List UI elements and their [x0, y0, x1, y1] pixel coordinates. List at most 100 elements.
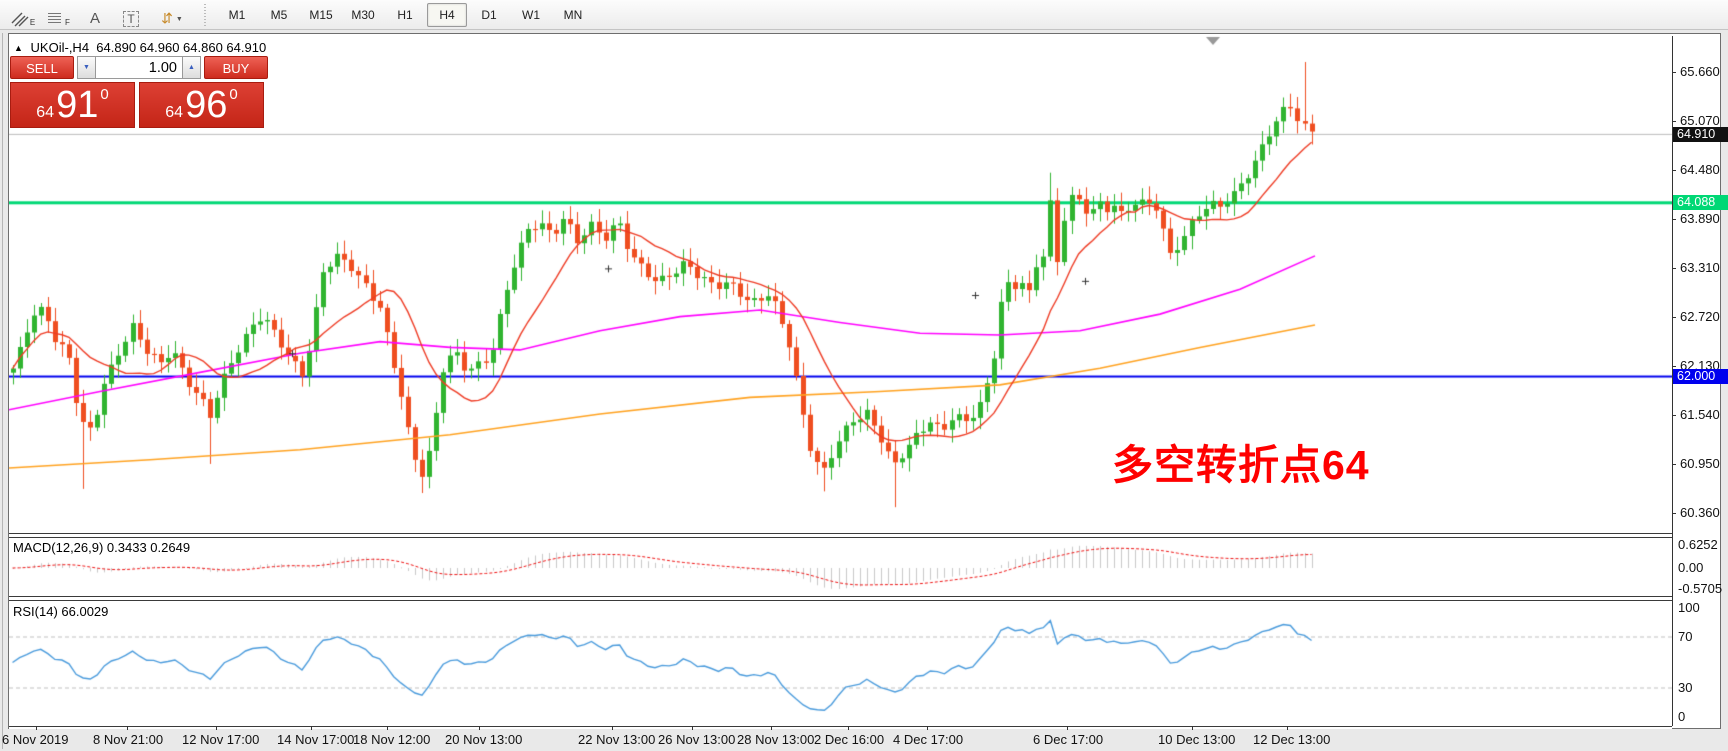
time-axis-label: 20 Nov 13:00 — [445, 732, 523, 747]
rsi-scale-label: 30 — [1678, 680, 1693, 695]
volume-increase-button[interactable]: ▲ — [182, 56, 201, 79]
text-label-glyph: T — [123, 10, 139, 27]
sell-price-big: 91 — [56, 84, 99, 126]
price-tick-mark — [1672, 463, 1676, 465]
price-tag-62.000: 62.000 — [1673, 369, 1728, 385]
timeframe-buttons: M1 M5 M15 M30 H1 H4 D1 W1 MN — [216, 2, 594, 27]
time-axis-label: 6 Nov 2019 — [2, 732, 69, 747]
time-tick-mark — [692, 726, 693, 730]
time-tick-mark — [479, 726, 480, 730]
time-tick-mark — [848, 726, 849, 730]
macd-pane-canvas[interactable] — [9, 538, 1672, 596]
macd-indicator-label: MACD(12,26,9) 0.3433 0.2649 — [13, 540, 191, 555]
time-axis-label: 22 Nov 13:00 — [578, 732, 656, 747]
draw-channel-sub: E — [29, 17, 36, 27]
price-tag-64.910: 64.910 — [1673, 126, 1728, 142]
timeframe-button-m15[interactable]: M15 — [309, 7, 333, 22]
timeframe-button-h4[interactable]: H4 — [427, 2, 467, 27]
timeframe-button-mn[interactable]: MN — [563, 7, 583, 22]
price-tick-label: 62.720 — [1680, 308, 1720, 324]
price-tick-mark — [1672, 121, 1676, 123]
price-tick-mark — [1672, 316, 1676, 318]
sell-button[interactable]: SELL — [10, 56, 74, 79]
ohlc-values: 64.890 64.960 64.860 64.910 — [96, 40, 267, 55]
time-tick-mark — [36, 726, 37, 730]
time-tick-mark — [387, 726, 388, 730]
sell-price-box[interactable]: 64 91 0 — [10, 82, 135, 128]
volume-input[interactable] — [96, 56, 182, 79]
timeframe-button-h1[interactable]: H1 — [397, 7, 413, 22]
chart-text-annotation[interactable]: 多空转折点64 — [1112, 442, 1370, 488]
timeframe-button-w1[interactable]: W1 — [522, 7, 540, 22]
time-tick-mark — [1287, 726, 1288, 730]
grid-glyph — [48, 12, 62, 23]
cycle-symbols-icon[interactable]: ⇵ ▼ — [152, 3, 192, 27]
time-axis-label: 10 Dec 13:00 — [1158, 732, 1236, 747]
toolbar: E F A T ⇵ ▼ M1 M5 M15 M30 H1 H4 D1 W1 MN — [0, 0, 1728, 30]
chevron-down-icon: ▼ — [175, 15, 183, 23]
macd-scale-label: 0.6252 — [1678, 537, 1718, 552]
timeframe-button-m1[interactable]: M1 — [228, 7, 246, 22]
timeframe-button-m30[interactable]: M30 — [351, 7, 375, 22]
one-click-trading-panel: SELL ▼ ▲ BUY 64 91 0 64 96 0 — [10, 56, 268, 128]
price-tick-label: 65.070 — [1680, 113, 1720, 129]
rsi-indicator-label: RSI(14) 66.0029 — [13, 604, 109, 619]
time-axis-label: 2 Dec 16:00 — [814, 732, 885, 747]
price-chart-canvas[interactable] — [9, 36, 1672, 533]
time-axis-label: 28 Nov 13:00 — [737, 732, 815, 747]
macd-scale-label: -0.5705 — [1678, 581, 1723, 596]
time-tick-mark — [1192, 726, 1193, 730]
time-axis-label: 4 Dec 17:00 — [893, 732, 964, 747]
insert-text-icon[interactable]: A — [80, 3, 110, 27]
price-axis-line[interactable] — [1672, 36, 1673, 726]
pane-separator-rsi[interactable] — [9, 596, 1672, 601]
price-tick-label: 62.130 — [1680, 357, 1720, 373]
price-tick-label: 63.890 — [1680, 211, 1720, 227]
time-axis-label: 26 Nov 13:00 — [658, 732, 736, 747]
price-tick-mark — [1672, 513, 1676, 514]
time-tick-mark — [927, 726, 928, 730]
timeframe-button-m5[interactable]: M5 — [270, 7, 288, 22]
buy-price-box[interactable]: 64 96 0 — [139, 82, 264, 128]
chart-title: ▲ UKOil-,H4 64.890 64.960 64.860 64.910 — [14, 40, 266, 55]
window-edge — [2, 33, 3, 749]
macd-scale-label: 0.00 — [1678, 560, 1704, 575]
symbol-period-label: UKOil-,H4 — [30, 40, 90, 55]
text-label-icon[interactable]: T — [116, 3, 146, 27]
time-axis-label: 12 Nov 17:00 — [182, 732, 260, 747]
pane-separator-macd[interactable] — [9, 533, 1672, 538]
time-axis-label: 14 Nov 17:00 — [277, 732, 355, 747]
toolbar-separator — [204, 3, 206, 26]
collapse-panel-icon[interactable]: ▲ — [14, 43, 23, 53]
time-axis-label: 8 Nov 21:00 — [93, 732, 164, 747]
price-tick-mark — [1672, 365, 1676, 367]
price-tick-mark — [1672, 170, 1676, 172]
price-tick-label: 60.950 — [1680, 455, 1720, 471]
volume-decrease-button[interactable]: ▼ — [77, 56, 96, 79]
time-tick-mark — [1067, 726, 1068, 730]
sell-price-sup: 0 — [100, 86, 109, 103]
price-tick-mark — [1672, 267, 1676, 269]
draw-channel-icon[interactable]: E — [8, 3, 38, 27]
buy-button[interactable]: BUY — [204, 56, 268, 79]
insert-text-glyph: A — [89, 9, 100, 27]
price-tick-label: 60.360 — [1680, 505, 1720, 520]
price-tick-label: 64.480 — [1680, 162, 1720, 178]
price-tick-mark — [1672, 219, 1676, 221]
price-tick-mark — [1672, 414, 1676, 416]
rsi-scale-label: 0 — [1678, 709, 1686, 724]
price-tag-64.088: 64.088 — [1673, 195, 1728, 211]
price-tick-mark — [1672, 72, 1676, 73]
time-axis-label: 6 Dec 17:00 — [1033, 732, 1104, 747]
price-tick-label: 61.540 — [1680, 406, 1720, 422]
buy-price-big: 96 — [185, 84, 228, 126]
rsi-pane-canvas[interactable] — [9, 601, 1672, 726]
time-tick-mark — [612, 726, 613, 730]
grid-sub: F — [65, 17, 70, 27]
buy-price-prefix: 64 — [165, 104, 184, 121]
time-axis-label: 18 Nov 12:00 — [353, 732, 431, 747]
timeframe-button-d1[interactable]: D1 — [481, 7, 497, 22]
cycle-arrows-glyph: ⇵ — [161, 9, 173, 26]
grid-icon[interactable]: F — [44, 3, 74, 27]
rsi-scale-label: 100 — [1678, 600, 1700, 615]
